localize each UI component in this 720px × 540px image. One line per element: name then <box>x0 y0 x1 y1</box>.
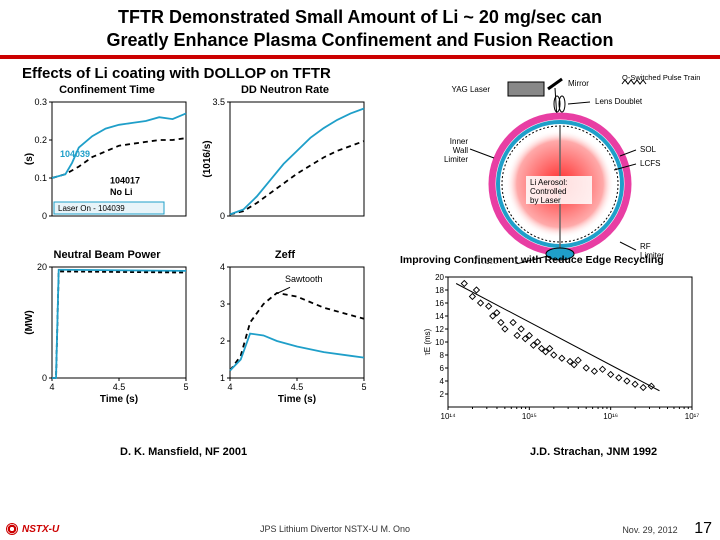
svg-text:2: 2 <box>220 336 225 346</box>
svg-text:5: 5 <box>361 382 366 392</box>
tokamak-diagram: YAG Laser Mirror Q-Switched Pulse Train Len… <box>390 74 710 264</box>
svg-text:0.2: 0.2 <box>34 135 47 145</box>
svg-text:3: 3 <box>220 299 225 309</box>
svg-text:20: 20 <box>37 262 47 272</box>
svg-text:10¹⁴: 10¹⁴ <box>441 412 457 421</box>
chart-neutron-svg: 0 3.5 (1016/s) <box>200 96 370 226</box>
svg-text:0: 0 <box>220 211 225 221</box>
svg-text:(MW): (MW) <box>24 310 35 334</box>
svg-text:0.3: 0.3 <box>34 97 47 107</box>
svg-text:4: 4 <box>227 382 232 392</box>
chart-zeff: Zeff 123444.55Time (s)Sawtooth <box>200 249 370 411</box>
svg-text:1: 1 <box>220 373 225 383</box>
svg-text:Time (s): Time (s) <box>278 394 316 405</box>
brand-logo-icon <box>6 523 18 535</box>
svg-text:SOL: SOL <box>640 145 657 154</box>
svg-text:No Li: No Li <box>110 187 133 197</box>
svg-text:20: 20 <box>435 273 444 282</box>
svg-text:16: 16 <box>435 299 444 308</box>
svg-text:Time (s): Time (s) <box>100 394 138 405</box>
scatter-caption: Improving Confinement with Reduce Edge R… <box>400 254 710 266</box>
svg-text:8: 8 <box>440 351 445 360</box>
svg-text:τE (ms): τE (ms) <box>423 328 432 355</box>
svg-text:104039: 104039 <box>60 149 90 159</box>
svg-text:Limiter: Limiter <box>444 155 468 164</box>
svg-text:5: 5 <box>183 382 188 392</box>
svg-text:10: 10 <box>435 338 444 347</box>
svg-text:10¹⁷: 10¹⁷ <box>685 412 700 421</box>
chart-zeff-svg: 1 2 3 4 4 4.5 5 Time (s) Sawtooth <box>200 261 370 406</box>
svg-text:4.5: 4.5 <box>113 382 126 392</box>
svg-text:3.5: 3.5 <box>212 97 225 107</box>
svg-text:Q-Switched Pulse Train: Q-Switched Pulse Train <box>622 74 700 82</box>
svg-text:YAG Laser: YAG Laser <box>451 85 490 94</box>
content-area: Confinement Time 00.10.20.3(s)1040391040… <box>0 84 720 504</box>
svg-text:12: 12 <box>435 325 444 334</box>
svg-text:(s): (s) <box>24 153 35 165</box>
footer-center: JPS Lithium Divertor NSTX-U M. Ono <box>90 524 580 534</box>
svg-text:Lens Doublet: Lens Doublet <box>595 97 643 106</box>
svg-text:Wall: Wall <box>453 146 468 155</box>
svg-text:by Laser: by Laser <box>530 196 561 205</box>
svg-text:Li Aerosol:: Li Aerosol: <box>530 178 567 187</box>
svg-text:4.5: 4.5 <box>291 382 304 392</box>
svg-text:6: 6 <box>440 364 445 373</box>
svg-text:4: 4 <box>220 262 225 272</box>
slide-title: TFTR Demonstrated Small Amount of Li ~ 2… <box>0 0 720 55</box>
svg-text:104017: 104017 <box>110 176 140 186</box>
svg-text:14: 14 <box>435 312 444 321</box>
footer-brand: NSTX-U <box>0 523 90 535</box>
chart-beam-svg: 0 20 4 4.5 5 Time (s) (MW) <box>22 261 192 406</box>
svg-text:10¹⁶: 10¹⁶ <box>603 412 618 421</box>
svg-text:2: 2 <box>440 390 445 399</box>
svg-text:4: 4 <box>49 382 54 392</box>
svg-text:LCFS: LCFS <box>640 159 660 168</box>
svg-text:Mirror: Mirror <box>568 79 589 88</box>
tokamak-diagram-svg: YAG Laser Mirror Q-Switched Pulse Train Len… <box>390 74 710 264</box>
svg-text:(1016/s): (1016/s) <box>202 140 213 177</box>
page-number: 17 <box>694 520 712 537</box>
footer-right: Nov. 29, 2012 17 <box>580 520 720 538</box>
chart-beam: Neutral Beam Power 02044.55Time (s)(MW) <box>22 249 192 411</box>
citation-left: D. K. Mansfield, NF 2001 <box>120 446 247 458</box>
chart-confinement-svg: 0 0.1 0.2 0.3 (s) 104039 104017No Li Laser On -… <box>22 96 192 226</box>
svg-text:0: 0 <box>42 373 47 383</box>
chart-scatter: 2 4 6 8 10 12 14 16 18 20 10¹⁴ 10¹⁵ 10¹⁶ 10¹⁷ τE (ms) <box>420 269 700 429</box>
svg-text:RF: RF <box>640 242 651 251</box>
svg-text:0: 0 <box>42 211 47 221</box>
svg-text:4: 4 <box>440 377 445 386</box>
svg-text:Sawtooth: Sawtooth <box>285 274 323 284</box>
chart-scatter-svg: 2 4 6 8 10 12 14 16 18 20 10¹⁴ 10¹⁵ 10¹⁶ 10¹⁷ τE (ms) <box>420 269 700 429</box>
title-underline <box>0 55 720 59</box>
svg-text:Controlled: Controlled <box>530 187 566 196</box>
svg-text:18: 18 <box>435 286 444 295</box>
chart-confinement: Confinement Time 00.10.20.3(s)1040391040… <box>22 84 192 231</box>
footer: NSTX-U JPS Lithium Divertor NSTX-U M. On… <box>0 518 720 540</box>
svg-text:Laser On - 104039: Laser On - 104039 <box>58 204 125 213</box>
svg-text:Inner: Inner <box>450 137 469 146</box>
citation-right: J.D. Strachan, JNM 1992 <box>530 446 657 458</box>
chart-neutron: DD Neutron Rate 03.5(1016/s) <box>200 84 370 231</box>
svg-text:0.1: 0.1 <box>34 173 47 183</box>
svg-text:10¹⁵: 10¹⁵ <box>522 412 537 421</box>
